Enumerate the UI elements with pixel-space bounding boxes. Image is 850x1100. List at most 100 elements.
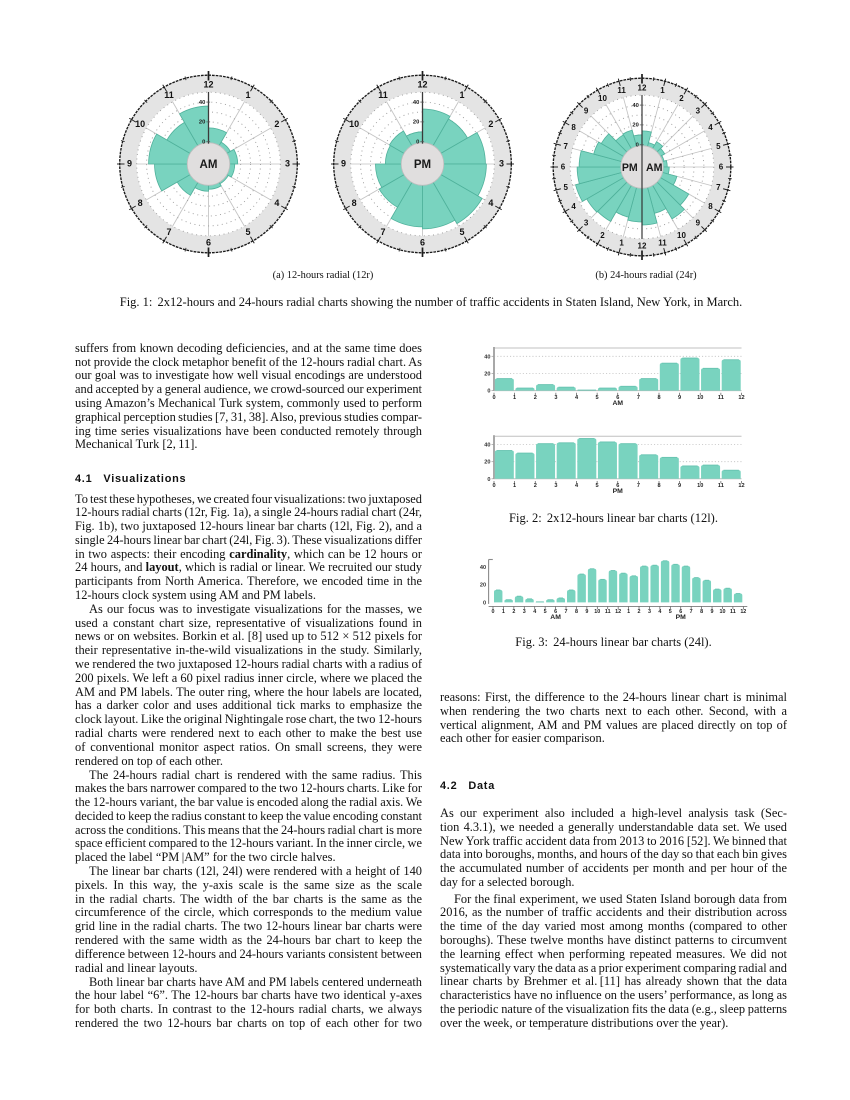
svg-text:8: 8	[571, 123, 576, 132]
svg-text:0: 0	[416, 140, 419, 146]
svg-text:11: 11	[617, 86, 626, 95]
svg-text:40: 40	[632, 103, 638, 109]
svg-text:6: 6	[420, 237, 425, 247]
svg-text:2: 2	[638, 609, 641, 615]
svg-text:6: 6	[616, 483, 619, 489]
svg-text:12: 12	[638, 83, 647, 92]
svg-text:8: 8	[657, 395, 660, 401]
svg-text:7: 7	[563, 142, 568, 151]
svg-text:4: 4	[571, 202, 576, 211]
svg-text:8: 8	[700, 609, 703, 615]
svg-text:3: 3	[285, 158, 290, 168]
svg-text:1: 1	[513, 395, 516, 401]
svg-text:9: 9	[341, 158, 346, 168]
svg-text:11: 11	[164, 90, 174, 100]
svg-text:4: 4	[488, 198, 493, 208]
svg-text:5: 5	[716, 142, 721, 151]
svg-text:7: 7	[716, 183, 721, 192]
svg-text:11: 11	[378, 90, 388, 100]
svg-text:4: 4	[533, 609, 536, 615]
svg-text:40: 40	[413, 100, 419, 106]
svg-text:12: 12	[738, 395, 744, 401]
svg-text:1: 1	[660, 86, 665, 95]
svg-text:9: 9	[696, 218, 701, 227]
svg-text:5: 5	[669, 609, 672, 615]
svg-text:40: 40	[484, 443, 490, 449]
svg-text:3: 3	[554, 483, 557, 489]
svg-text:20: 20	[484, 460, 490, 466]
svg-text:1: 1	[513, 483, 516, 489]
svg-text:12: 12	[417, 79, 427, 89]
svg-text:20: 20	[199, 120, 205, 126]
svg-text:6: 6	[616, 395, 619, 401]
svg-text:0: 0	[492, 483, 495, 489]
svg-text:2: 2	[534, 483, 537, 489]
svg-text:0: 0	[636, 143, 639, 149]
svg-text:1: 1	[619, 239, 624, 248]
svg-text:12: 12	[740, 609, 746, 615]
svg-text:1: 1	[459, 90, 464, 100]
svg-text:PM: PM	[676, 614, 687, 621]
svg-text:4: 4	[575, 483, 579, 489]
svg-text:9: 9	[585, 609, 588, 615]
svg-text:3: 3	[648, 609, 651, 615]
svg-text:6: 6	[206, 237, 211, 247]
svg-text:10: 10	[598, 94, 607, 103]
svg-text:5: 5	[544, 609, 547, 615]
svg-text:2: 2	[679, 94, 684, 103]
svg-text:2: 2	[488, 119, 493, 129]
svg-text:1: 1	[245, 90, 250, 100]
svg-text:12: 12	[203, 79, 213, 89]
svg-text:0: 0	[492, 395, 495, 401]
svg-text:7: 7	[166, 227, 171, 237]
svg-text:8: 8	[708, 202, 713, 211]
svg-text:5: 5	[459, 227, 464, 237]
svg-text:12: 12	[738, 483, 744, 489]
svg-text:0: 0	[487, 389, 490, 395]
svg-text:8: 8	[352, 198, 357, 208]
svg-text:10: 10	[349, 119, 359, 129]
svg-text:3: 3	[523, 609, 526, 615]
svg-text:PM: PM	[414, 159, 431, 171]
svg-text:8: 8	[575, 609, 578, 615]
svg-text:10: 10	[697, 395, 703, 401]
svg-text:AM: AM	[612, 400, 623, 407]
svg-text:20: 20	[632, 123, 638, 129]
svg-text:11: 11	[605, 609, 611, 615]
svg-text:10: 10	[594, 609, 600, 615]
svg-text:20: 20	[484, 372, 490, 378]
svg-text:7: 7	[690, 609, 693, 615]
svg-text:10: 10	[719, 609, 725, 615]
svg-text:8: 8	[657, 483, 660, 489]
svg-text:3: 3	[696, 107, 701, 116]
svg-text:4: 4	[274, 198, 279, 208]
svg-text:AM: AM	[200, 159, 218, 171]
svg-text:PM: PM	[622, 162, 638, 174]
svg-text:9: 9	[584, 107, 589, 116]
svg-text:10: 10	[677, 231, 686, 240]
svg-text:7: 7	[380, 227, 385, 237]
svg-text:2: 2	[534, 395, 537, 401]
svg-text:7: 7	[637, 395, 640, 401]
svg-text:5: 5	[563, 183, 568, 192]
svg-text:11: 11	[718, 395, 724, 401]
svg-text:12: 12	[615, 609, 621, 615]
svg-text:0: 0	[492, 609, 495, 615]
svg-text:PM: PM	[613, 488, 624, 495]
svg-text:9: 9	[711, 609, 714, 615]
svg-text:11: 11	[718, 483, 724, 489]
svg-text:4: 4	[708, 123, 713, 132]
svg-text:9: 9	[678, 395, 681, 401]
svg-text:6: 6	[561, 162, 566, 171]
svg-text:40: 40	[484, 354, 490, 360]
svg-text:1: 1	[502, 609, 505, 615]
svg-text:2: 2	[274, 119, 279, 129]
svg-text:0: 0	[202, 140, 205, 146]
svg-text:2: 2	[600, 231, 605, 240]
svg-text:1: 1	[627, 609, 630, 615]
svg-text:11: 11	[730, 609, 736, 615]
svg-text:3: 3	[499, 158, 504, 168]
svg-text:3: 3	[584, 218, 589, 227]
svg-text:7: 7	[565, 609, 568, 615]
svg-text:6: 6	[679, 609, 682, 615]
